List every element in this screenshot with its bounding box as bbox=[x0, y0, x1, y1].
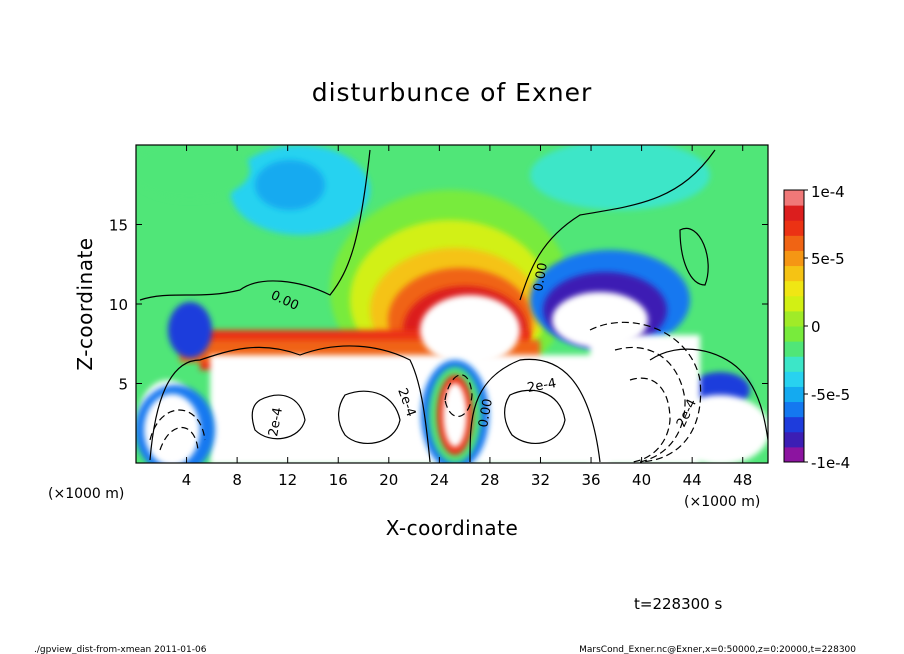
y-tick-label: 5 bbox=[118, 376, 128, 394]
x-unit-label-left: (×1000 m) bbox=[48, 486, 124, 502]
colorbar-frame bbox=[783, 189, 805, 463]
x-tick-label: 4 bbox=[182, 471, 192, 489]
x-tick-label: 16 bbox=[329, 471, 348, 489]
contour-lines bbox=[139, 149, 768, 463]
colorbar-tick-label: -5e-5 bbox=[811, 386, 850, 404]
field-region bbox=[136, 145, 250, 200]
colorbar-swatch bbox=[784, 356, 804, 372]
colorbar-swatch bbox=[784, 205, 804, 221]
colorbar-swatch bbox=[784, 326, 804, 342]
colorbar bbox=[784, 189, 808, 463]
colorbar-swatch bbox=[784, 310, 804, 327]
field-region bbox=[670, 395, 768, 463]
colorbar-swatch bbox=[784, 341, 804, 357]
contour-label: 2e-4 bbox=[526, 376, 557, 396]
colorbar-tick-label: 1e-4 bbox=[811, 183, 845, 201]
field-region bbox=[144, 394, 200, 463]
colorbar-swatch bbox=[784, 265, 804, 282]
x-tick-label: 20 bbox=[379, 471, 398, 489]
zero-contour-upper bbox=[139, 149, 716, 301]
colorbar-swatch bbox=[784, 371, 804, 387]
contour-label: 0.00 bbox=[531, 262, 551, 293]
field-region bbox=[168, 302, 212, 358]
contour-label: 0.00 bbox=[476, 398, 496, 429]
field-region bbox=[443, 383, 467, 447]
colorbar-swatch bbox=[784, 190, 804, 206]
x-tick-label: 12 bbox=[278, 471, 297, 489]
colorbar-swatch bbox=[784, 250, 804, 267]
y-axis-label: Z-coordinate bbox=[73, 237, 97, 370]
x-tick-label: 28 bbox=[480, 471, 499, 489]
x-tick-label: 44 bbox=[683, 471, 702, 489]
dashed-contour-left bbox=[149, 409, 206, 451]
x-tick-label: 8 bbox=[232, 471, 242, 489]
x-tick-label: 36 bbox=[581, 471, 600, 489]
field-region bbox=[552, 292, 648, 348]
zero-contour-lower bbox=[149, 345, 768, 463]
colorbar-swatch bbox=[784, 416, 804, 433]
colorbar-swatch bbox=[784, 386, 804, 403]
closed-contour-3 bbox=[504, 389, 566, 444]
footer-left: ./gpview_dist-from-xmean 2011-01-06 bbox=[34, 645, 207, 654]
colorbar-swatch bbox=[784, 220, 804, 236]
footer-right: MarsCond_Exner.nc@Exner,x=0:50000,z=0:20… bbox=[579, 645, 856, 654]
chart-title: disturbunce of Exner bbox=[312, 78, 593, 107]
colorbar-tick-label: 0 bbox=[811, 318, 821, 336]
colorbar-swatch bbox=[784, 401, 804, 418]
heatmap-field bbox=[136, 145, 768, 463]
dashed-contour-right bbox=[589, 321, 702, 463]
colorbar-tick-labels: 1e-4 5e-5 0 -5e-5 -1e-4 bbox=[811, 183, 850, 472]
dashed-contour-mid bbox=[444, 374, 473, 418]
y-tick-label: 15 bbox=[109, 217, 128, 235]
x-tick-label: 24 bbox=[430, 471, 449, 489]
colorbar-tick-label: 5e-5 bbox=[811, 250, 845, 268]
colorbar-swatch bbox=[784, 431, 804, 448]
colorbar-swatch bbox=[784, 235, 804, 251]
colorbar-swatch bbox=[784, 280, 804, 297]
colorbar-swatch bbox=[784, 446, 804, 463]
field-region bbox=[255, 160, 325, 210]
field-region bbox=[420, 295, 520, 365]
y-tick-label: 10 bbox=[109, 296, 128, 314]
colorbar-swatch bbox=[784, 295, 804, 312]
closed-contour-2 bbox=[338, 390, 401, 444]
contour-label: 2e-4 bbox=[266, 406, 286, 437]
time-annotation: t=228300 s bbox=[634, 595, 722, 613]
x-tick-label: 32 bbox=[531, 471, 550, 489]
field-region bbox=[210, 355, 610, 463]
closed-contour-1 bbox=[251, 394, 306, 440]
field-region bbox=[530, 145, 710, 210]
x-axis-label: X-coordinate bbox=[386, 516, 519, 540]
colorbar-tick-label: -1e-4 bbox=[811, 454, 850, 472]
x-tick-label: 48 bbox=[733, 471, 752, 489]
color-blobs bbox=[136, 145, 768, 463]
x-axis-ticks: 4 8 12 16 20 24 28 32 36 40 44 48 bbox=[182, 145, 752, 489]
x-unit-label-right: (×1000 m) bbox=[684, 494, 760, 510]
x-tick-label: 40 bbox=[632, 471, 651, 489]
y-axis-ticks: 5 10 15 bbox=[109, 217, 768, 394]
